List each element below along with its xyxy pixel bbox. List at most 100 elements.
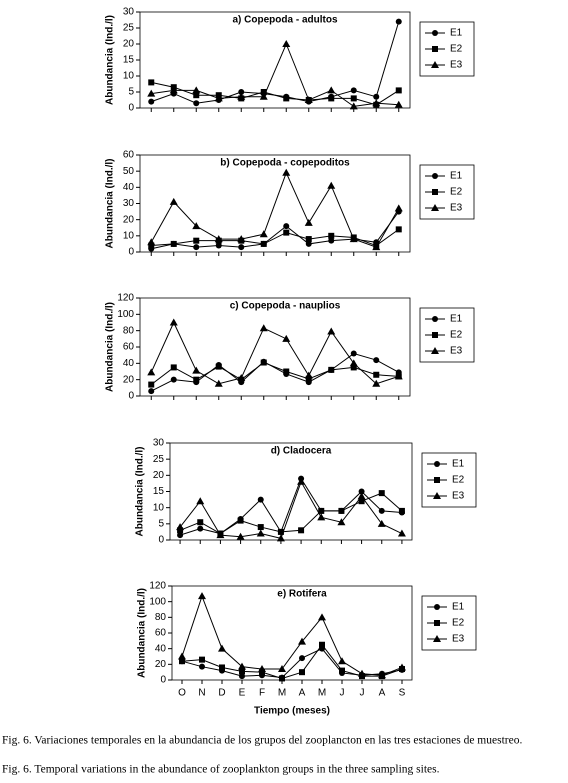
- y-tick-label: 20: [123, 39, 135, 50]
- marker: [378, 507, 385, 514]
- marker: [258, 665, 266, 673]
- y-tick-label: 5: [128, 87, 134, 98]
- marker: [349, 235, 358, 243]
- marker: [148, 381, 155, 388]
- series-line: [151, 211, 400, 250]
- marker: [373, 371, 380, 378]
- marker: [377, 519, 386, 527]
- marker: [148, 79, 155, 86]
- y-tick-label: 30: [123, 198, 135, 209]
- marker: [318, 507, 325, 514]
- x-tick-label: O: [178, 688, 186, 699]
- marker: [328, 237, 335, 244]
- marker: [298, 637, 306, 645]
- plot-frame: [139, 11, 411, 109]
- marker: [283, 95, 290, 102]
- marker: [193, 100, 200, 107]
- marker: [305, 240, 312, 247]
- legend-marker: [433, 635, 441, 642]
- x-tick-label: J: [360, 688, 365, 699]
- legend-marker: [432, 173, 438, 179]
- marker: [358, 669, 366, 677]
- x-tick-label: S: [399, 688, 406, 699]
- y-tick-label: 10: [123, 71, 135, 82]
- marker: [192, 366, 201, 374]
- y-tick-label: 60: [155, 628, 167, 639]
- marker: [372, 243, 381, 251]
- marker: [282, 40, 291, 47]
- y-tick-label: 5: [158, 518, 164, 529]
- y-tick-label: 80: [123, 325, 135, 336]
- x-tick-label: D: [218, 688, 225, 699]
- marker: [178, 652, 186, 660]
- marker: [394, 100, 403, 108]
- y-tick-label: 120: [149, 581, 166, 592]
- marker: [305, 236, 312, 243]
- legend-marker: [434, 604, 440, 610]
- y-tick-label: 60: [123, 342, 135, 353]
- marker: [169, 197, 178, 205]
- marker: [148, 98, 155, 105]
- marker: [283, 223, 290, 230]
- marker: [395, 226, 402, 233]
- series-line: [179, 492, 403, 535]
- legend-marker: [433, 492, 441, 499]
- x-axis-label: Tiempo (meses): [254, 706, 330, 717]
- y-tick-label: 25: [123, 23, 135, 34]
- legend-label: E3: [450, 346, 463, 357]
- marker: [237, 517, 244, 524]
- marker: [372, 99, 381, 107]
- marker: [305, 375, 312, 382]
- x-tick-label: F: [259, 688, 265, 699]
- legend-marker: [431, 61, 439, 68]
- marker: [238, 662, 246, 670]
- x-tick-label: M: [278, 688, 286, 699]
- marker: [259, 324, 268, 332]
- marker: [192, 86, 201, 94]
- legend-label: E1: [452, 459, 465, 470]
- marker: [337, 518, 346, 526]
- marker: [196, 497, 205, 505]
- series-line: [151, 352, 399, 392]
- y-tick-label: 100: [117, 309, 134, 320]
- marker: [277, 528, 284, 535]
- legend-label: E2: [450, 187, 463, 198]
- plot-frame: [171, 585, 413, 681]
- marker: [259, 230, 268, 238]
- y-tick-label: 30: [153, 438, 165, 449]
- y-tick-label: 0: [160, 675, 166, 686]
- chart-title: d) Cladocera: [271, 446, 332, 457]
- y-tick-label: 10: [123, 230, 135, 241]
- marker: [395, 18, 402, 25]
- marker: [169, 318, 178, 326]
- caption-es: Fig. 6. Variaciones temporales en la abu…: [2, 735, 522, 747]
- marker: [328, 366, 335, 373]
- x-tick-label: J: [340, 688, 345, 699]
- series-line: [179, 480, 403, 539]
- y-tick-label: 0: [128, 247, 134, 258]
- marker: [278, 665, 286, 673]
- marker: [283, 229, 290, 236]
- y-tick-label: 20: [155, 659, 167, 670]
- marker: [237, 235, 246, 243]
- marker: [350, 364, 357, 371]
- x-tick-label: A: [299, 688, 306, 699]
- marker: [260, 240, 267, 247]
- marker: [237, 92, 246, 100]
- chart-title: b) Copepoda - copepoditos: [220, 158, 350, 169]
- y-axis-label: Abundancia (Ind./l): [105, 15, 116, 105]
- marker: [276, 534, 285, 542]
- legend-label: E2: [452, 475, 465, 486]
- y-tick-label: 15: [153, 486, 165, 497]
- marker: [148, 388, 155, 395]
- legend-label: E1: [450, 28, 463, 39]
- marker: [219, 664, 225, 671]
- y-tick-label: 40: [155, 643, 167, 654]
- legend-marker: [432, 30, 438, 36]
- marker: [193, 237, 200, 244]
- series-line: [150, 171, 400, 248]
- y-axis-label: Abundancia (Ind./l): [105, 159, 116, 249]
- marker: [350, 350, 357, 357]
- marker: [216, 531, 225, 539]
- marker: [179, 658, 185, 665]
